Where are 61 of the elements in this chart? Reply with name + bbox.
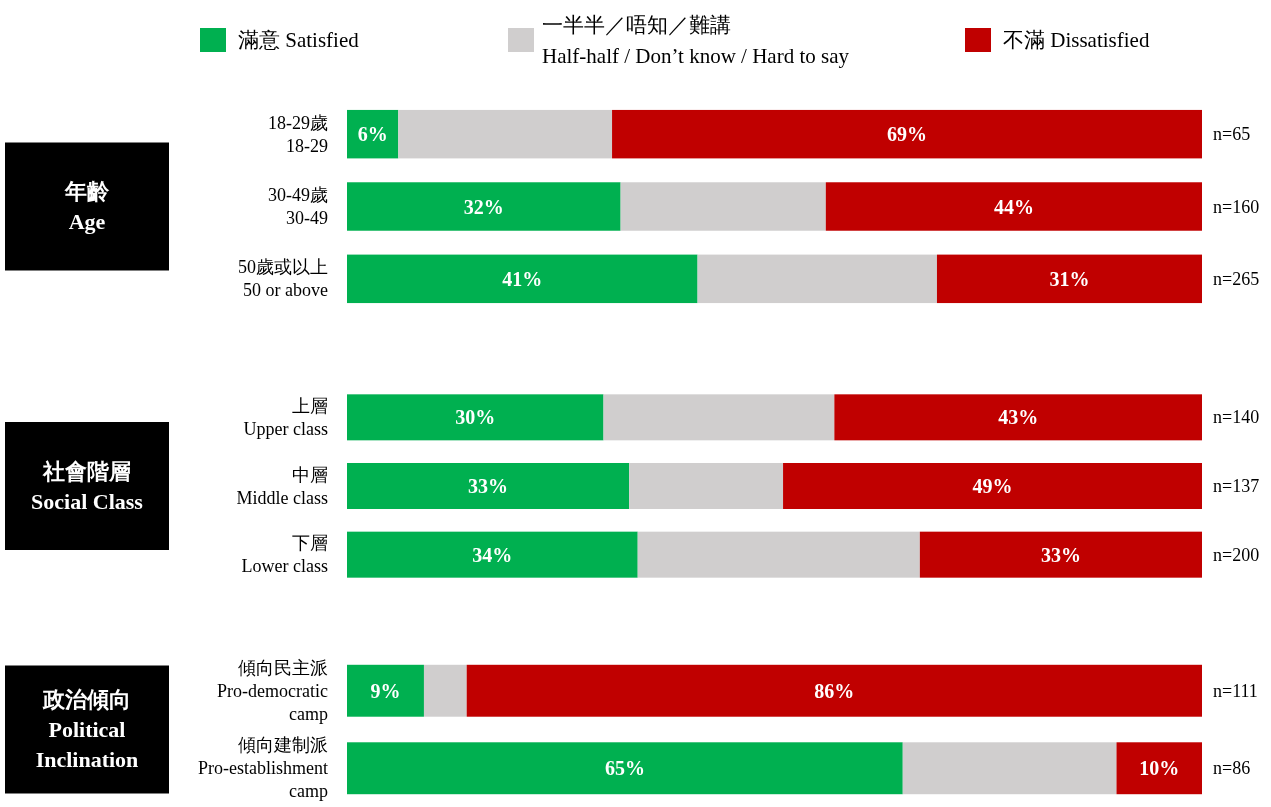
legend-label: 一半半／唔知／難講 Half-half / Don’t know / Hard to say	[542, 12, 850, 68]
y-tick-label: 30-49歲 30-49	[268, 185, 328, 228]
data-label: 65%	[604, 757, 645, 780]
bar	[834, 394, 1202, 441]
text: n=140	[1213, 407, 1260, 428]
y-tick-label: 上層 Upper class	[243, 395, 328, 439]
legend-label: 不滿 Dissatisfied	[1003, 28, 1150, 52]
text: 年齡 Age	[64, 179, 110, 234]
bar	[783, 463, 1202, 509]
data-label: 49%	[972, 475, 1013, 497]
text: n=160	[1213, 196, 1260, 217]
bar	[423, 664, 467, 717]
bar	[697, 254, 937, 304]
bar	[1116, 742, 1202, 795]
data-label: 33%	[1040, 543, 1081, 566]
y-tick-label: 18-29歲 18-29	[268, 112, 328, 156]
y-tick-label: 中層 Middle class	[236, 464, 328, 508]
data-label: 86%	[814, 679, 855, 702]
data-label: 31%	[1049, 267, 1090, 290]
y-tick-label: 50歲或以上 50 or above	[238, 257, 328, 301]
text: n=86	[1213, 758, 1251, 779]
bar	[347, 254, 698, 304]
bar	[466, 664, 1202, 717]
text: 政治傾向 Political Inclination	[35, 687, 139, 772]
data-label: 6%	[357, 123, 388, 146]
data-label: 33%	[468, 475, 509, 497]
bar	[347, 394, 604, 441]
data-label: 32%	[463, 195, 504, 218]
text: n=111	[1213, 680, 1258, 701]
bar	[612, 109, 1202, 159]
text: n=265	[1213, 268, 1260, 289]
bar	[603, 394, 835, 441]
data-label: 9%	[370, 679, 401, 702]
bar	[347, 182, 621, 231]
text: n=200	[1213, 544, 1260, 565]
bar	[629, 463, 784, 509]
data-label: 30%	[455, 406, 496, 429]
data-label: 41%	[502, 267, 543, 290]
bar	[919, 531, 1202, 578]
bar	[825, 182, 1202, 231]
data-label: 43%	[998, 406, 1039, 429]
text: n=65	[1213, 124, 1251, 145]
bar	[637, 531, 920, 578]
data-label: 34%	[472, 543, 513, 566]
bar	[347, 531, 638, 578]
text: 社會階層 Social Class	[31, 458, 144, 514]
data-label: 10%	[1139, 757, 1180, 780]
bar	[347, 742, 903, 795]
y-tick-label: 傾向民主派 Pro-democratic camp	[217, 657, 329, 724]
y-tick-label: 傾向建制派 Pro-establishment camp	[198, 735, 328, 802]
legend-label: 滿意 Satisfied	[238, 28, 360, 52]
bar	[936, 254, 1202, 304]
bar	[398, 109, 613, 159]
bar	[347, 463, 630, 509]
text: n=137	[1213, 476, 1260, 496]
y-tick-label: 下層 Lower class	[241, 533, 328, 577]
data-label: 69%	[887, 123, 928, 146]
bar	[620, 182, 826, 231]
data-label: 44%	[993, 195, 1034, 218]
bar	[902, 742, 1117, 795]
bar	[347, 664, 424, 717]
